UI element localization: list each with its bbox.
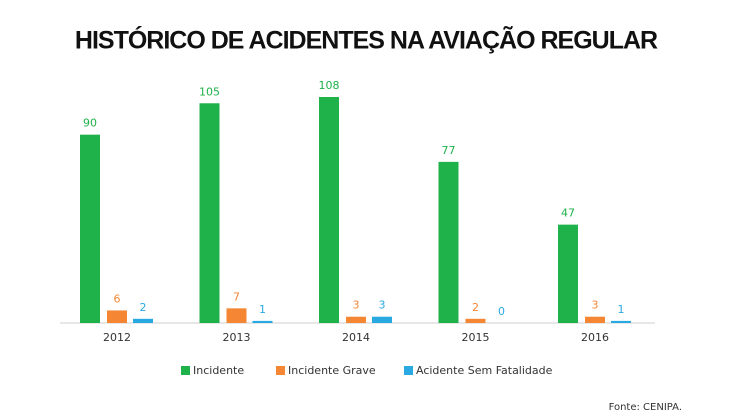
x-tick-label: 2015 <box>462 331 490 344</box>
value-label: 2 <box>472 301 479 314</box>
value-label: 47 <box>561 207 575 220</box>
value-label: 3 <box>592 299 599 312</box>
bar <box>438 161 459 323</box>
x-tick-label: 2012 <box>103 331 131 344</box>
bar <box>319 97 339 323</box>
x-tick-label: 2016 <box>581 331 609 344</box>
value-label: 0 <box>498 305 505 318</box>
legend-swatch <box>404 366 413 375</box>
x-tick-label: 2013 <box>223 331 251 344</box>
value-label: 1 <box>259 303 266 316</box>
legend-label: Acidente Sem Fatalidade <box>416 364 553 377</box>
legend-swatch <box>181 366 190 375</box>
value-label: 6 <box>114 292 121 305</box>
bar <box>611 320 631 323</box>
bar <box>346 316 366 323</box>
value-label: 108 <box>319 79 340 92</box>
value-label: 77 <box>442 144 456 157</box>
bar <box>465 318 486 323</box>
bar <box>226 308 247 323</box>
bar <box>585 316 605 323</box>
value-label: 2 <box>140 301 147 314</box>
bar <box>558 224 578 323</box>
bar <box>133 318 153 323</box>
value-label: 90 <box>83 117 97 130</box>
bar <box>107 310 127 323</box>
chart-title: HISTÓRICO DE ACIDENTES NA AVIAÇÃO REGULA… <box>75 25 658 55</box>
bar <box>372 316 392 323</box>
legend-swatch <box>276 366 285 375</box>
bar <box>80 134 100 323</box>
legend-label: Incidente Grave <box>288 364 376 377</box>
source-note: Fonte: CENIPA. <box>609 402 682 413</box>
value-label: 3 <box>379 299 386 312</box>
value-label: 3 <box>353 299 360 312</box>
legend-label: Incidente <box>193 364 244 377</box>
bar <box>252 320 273 323</box>
bar <box>199 103 220 324</box>
x-tick-label: 2014 <box>342 331 370 344</box>
value-label: 1 <box>618 303 625 316</box>
value-label: 7 <box>233 290 240 303</box>
value-label: 105 <box>199 85 220 98</box>
